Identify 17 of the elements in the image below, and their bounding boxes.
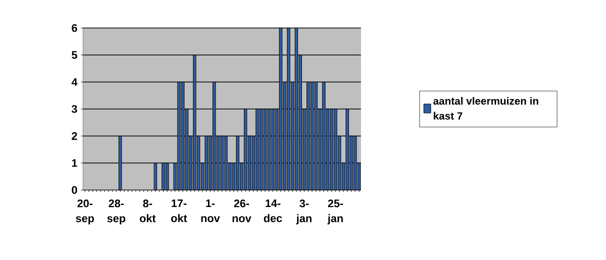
x-tick-label: 20-sep [76, 200, 94, 224]
x-tick-label: 26-nov [232, 200, 252, 222]
x-tick-label: 8-okt [140, 200, 156, 222]
x-tick-label: 1-nov [201, 200, 220, 222]
x-tick-label: 3-jan [296, 200, 312, 224]
x-tick-label: 17-okt [171, 200, 188, 222]
y-tick-label: 1 [72, 159, 78, 167]
y-tick-label: 3 [72, 105, 78, 113]
legend-label: aantal vleermuizen in kast 7 [433, 96, 538, 120]
y-tick-label: 4 [72, 78, 78, 86]
y-tick-label: 0 [72, 186, 78, 194]
y-tick-label: 6 [72, 24, 78, 32]
y-tick-label: 5 [72, 51, 78, 59]
x-tick-label: 14-dec [264, 200, 282, 222]
y-tick-label: 2 [72, 132, 78, 140]
x-tick-label: 25-jan [327, 200, 344, 224]
x-tick-label: 28-sep [107, 200, 126, 224]
